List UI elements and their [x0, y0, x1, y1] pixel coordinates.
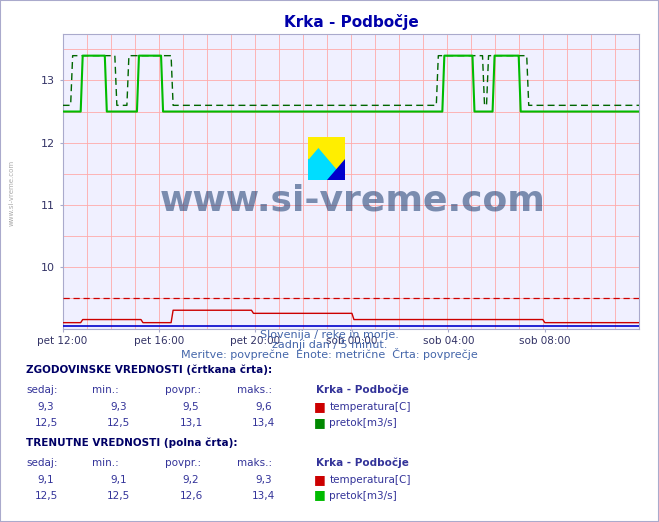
Text: povpr.:: povpr.:	[165, 458, 201, 468]
Text: pretok[m3/s]: pretok[m3/s]	[330, 418, 397, 428]
Text: Krka - Podbočje: Krka - Podbočje	[316, 457, 409, 468]
Text: ■: ■	[314, 473, 326, 486]
Text: 12,5: 12,5	[107, 418, 130, 428]
Polygon shape	[308, 137, 327, 159]
Text: www.si-vreme.com: www.si-vreme.com	[159, 184, 546, 218]
Text: 9,5: 9,5	[183, 402, 200, 412]
Text: 9,6: 9,6	[255, 402, 272, 412]
Text: 9,1: 9,1	[110, 475, 127, 485]
Text: temperatura[C]: temperatura[C]	[330, 402, 411, 412]
Text: 13,1: 13,1	[179, 418, 203, 428]
Text: ■: ■	[314, 416, 326, 429]
Text: min.:: min.:	[92, 385, 119, 395]
Polygon shape	[327, 137, 345, 159]
Text: 12,5: 12,5	[34, 491, 58, 501]
Text: 9,3: 9,3	[255, 475, 272, 485]
Title: Krka - Podbočje: Krka - Podbočje	[283, 14, 418, 30]
Text: ZGODOVINSKE VREDNOSTI (črtkana črta):: ZGODOVINSKE VREDNOSTI (črtkana črta):	[26, 365, 272, 375]
Polygon shape	[308, 137, 345, 180]
Text: www.si-vreme.com: www.si-vreme.com	[9, 160, 15, 226]
Text: Krka - Podbočje: Krka - Podbočje	[316, 385, 409, 395]
Text: maks.:: maks.:	[237, 458, 272, 468]
Polygon shape	[308, 137, 345, 180]
Text: temperatura[C]: temperatura[C]	[330, 475, 411, 485]
Text: TRENUTNE VREDNOSTI (polna črta):: TRENUTNE VREDNOSTI (polna črta):	[26, 437, 238, 448]
Text: zadnji dan / 5 minut.: zadnji dan / 5 minut.	[272, 340, 387, 350]
Text: 12,5: 12,5	[34, 418, 58, 428]
Text: sedaj:: sedaj:	[26, 385, 58, 395]
Text: ■: ■	[314, 489, 326, 502]
Text: 9,1: 9,1	[38, 475, 55, 485]
Polygon shape	[308, 159, 327, 180]
Polygon shape	[308, 137, 345, 180]
Text: Meritve: povprečne  Enote: metrične  Črta: povprečje: Meritve: povprečne Enote: metrične Črta:…	[181, 348, 478, 360]
Text: Slovenija / reke in morje.: Slovenija / reke in morje.	[260, 330, 399, 340]
Text: 9,3: 9,3	[38, 402, 55, 412]
Text: pretok[m3/s]: pretok[m3/s]	[330, 491, 397, 501]
Text: 12,5: 12,5	[107, 491, 130, 501]
Text: maks.:: maks.:	[237, 385, 272, 395]
Text: sedaj:: sedaj:	[26, 458, 58, 468]
Text: 13,4: 13,4	[252, 491, 275, 501]
Text: ■: ■	[314, 400, 326, 413]
Text: 9,3: 9,3	[110, 402, 127, 412]
Text: povpr.:: povpr.:	[165, 385, 201, 395]
Text: 13,4: 13,4	[252, 418, 275, 428]
Polygon shape	[327, 159, 345, 180]
Text: 9,2: 9,2	[183, 475, 200, 485]
Text: min.:: min.:	[92, 458, 119, 468]
Polygon shape	[308, 137, 345, 180]
Text: 12,6: 12,6	[179, 491, 203, 501]
